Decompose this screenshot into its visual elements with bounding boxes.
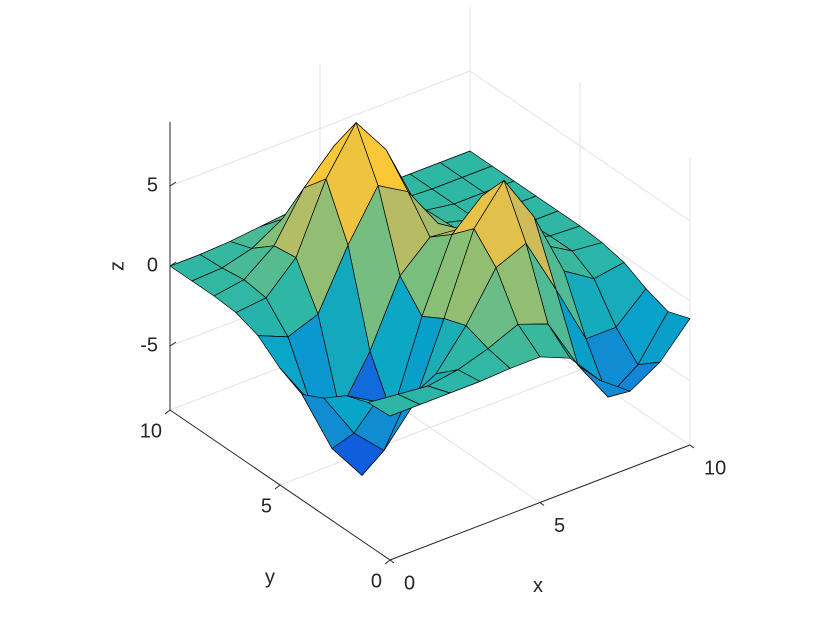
y-tick-label: 5 <box>261 495 272 517</box>
x-tick <box>689 444 695 449</box>
axes-foreground: 0 5 10 0 5 10 -5 0 5 x y z <box>106 122 726 597</box>
y-tick-label: 10 <box>140 420 162 442</box>
z-tick-label: 0 <box>147 254 158 276</box>
y-tick <box>164 409 171 415</box>
x-tick-label: 0 <box>404 572 415 594</box>
x-tick-label: 10 <box>704 457 726 479</box>
x-tick-label: 5 <box>554 515 565 537</box>
z-axis-label: z <box>106 261 128 271</box>
z-tick-label: -5 <box>140 334 158 356</box>
x-tick <box>389 559 395 564</box>
y-tick <box>274 484 281 490</box>
y-tick <box>384 559 391 565</box>
x-tick <box>539 502 545 506</box>
z-tick-label: 5 <box>147 174 158 196</box>
x-axis-label: x <box>533 575 543 597</box>
grid-line <box>279 369 581 486</box>
y-axis-label: y <box>265 566 275 588</box>
z-tick <box>169 181 177 187</box>
y-tick-label: 0 <box>371 570 382 592</box>
z-tick <box>169 341 177 347</box>
surface <box>169 122 691 476</box>
z-tick <box>169 261 177 267</box>
surface-patch <box>367 393 421 417</box>
